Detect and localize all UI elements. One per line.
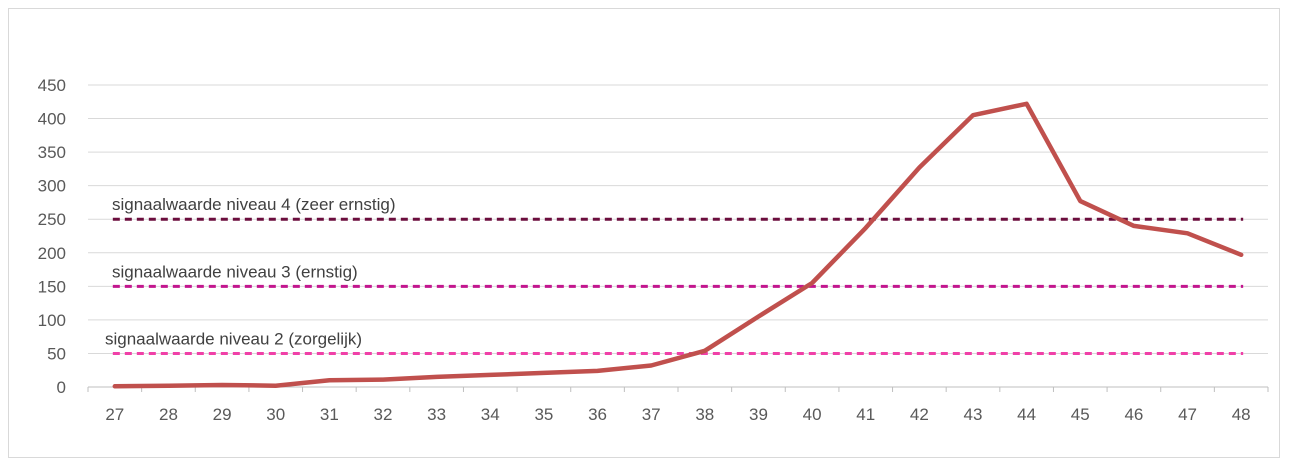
y-tick-label: 450 — [38, 76, 66, 95]
reference-lines: signaalwaarde niveau 4 (zeer ernstig) sig… — [105, 195, 1244, 355]
y-tick-label: 150 — [38, 277, 66, 296]
y-tick-label: 200 — [38, 244, 66, 263]
x-tick-label: 41 — [856, 405, 875, 424]
x-tick-label: 37 — [642, 405, 661, 424]
x-tick-label: 38 — [695, 405, 714, 424]
y-tick-label: 50 — [47, 344, 66, 363]
x-tick-label: 45 — [1071, 405, 1090, 424]
x-tick-label: 47 — [1178, 405, 1197, 424]
reference-line-label: signaalwaarde niveau 2 (zorgelijk) — [105, 329, 362, 348]
x-tick-label: 40 — [803, 405, 822, 424]
series — [112, 101, 1244, 389]
x-tick-label: 33 — [427, 405, 446, 424]
x-tick-label: 48 — [1232, 405, 1251, 424]
reference-line-label: signaalwaarde niveau 3 (ernstig) — [112, 262, 358, 281]
x-tick-label: 34 — [481, 405, 500, 424]
x-tick-label: 36 — [588, 405, 607, 424]
x-tick-label: 39 — [749, 405, 768, 424]
x-tick-label: 46 — [1124, 405, 1143, 424]
y-tick-label: 400 — [38, 110, 66, 129]
y-tick-label: 300 — [38, 177, 66, 196]
x-tick-label: 28 — [159, 405, 178, 424]
x-tick-label: 43 — [964, 405, 983, 424]
x-axis-ticks: 27 28 29 30 31 32 33 34 35 36 37 38 39 40 41 42 43 44 45 46… — [87, 387, 1269, 424]
y-tick-label: 350 — [38, 143, 66, 162]
x-tick-label: 31 — [320, 405, 339, 424]
x-tick-label: 42 — [910, 405, 929, 424]
y-axis-ticks: 0 50 100 150 200 250 300 350 400 450 — [38, 76, 66, 397]
reference-line-label: signaalwaarde niveau 4 (zeer ernstig) — [112, 195, 396, 214]
x-tick-label: 29 — [213, 405, 232, 424]
y-tick-label: 0 — [57, 378, 66, 397]
x-tick-label: 35 — [534, 405, 553, 424]
x-tick-label: 44 — [1017, 405, 1036, 424]
y-tick-label: 100 — [38, 311, 66, 330]
x-tick-label: 27 — [105, 405, 124, 424]
x-tick-label: 30 — [266, 405, 285, 424]
series-line — [112, 101, 1244, 389]
x-tick-label: 32 — [374, 405, 393, 424]
y-tick-label: 250 — [38, 210, 66, 229]
